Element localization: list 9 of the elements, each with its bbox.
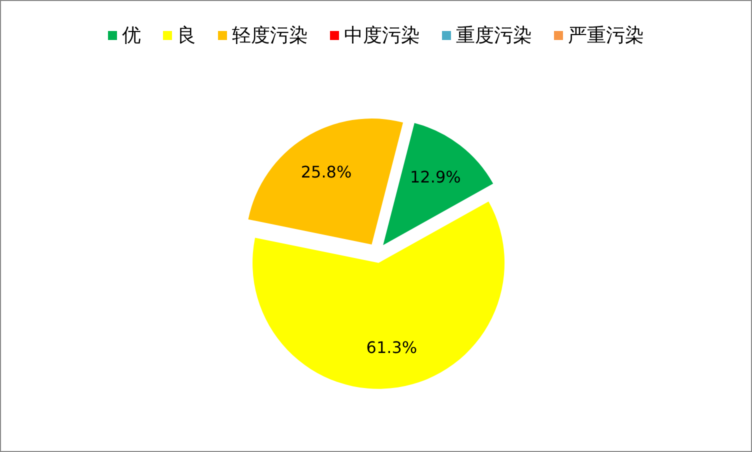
legend-label: 优 bbox=[122, 24, 141, 46]
data-label: 12.9% bbox=[410, 168, 461, 187]
legend-label: 严重污染 bbox=[568, 24, 644, 46]
data-label: 25.8% bbox=[300, 162, 352, 182]
data-label: 61.3% bbox=[366, 338, 418, 358]
legend-label: 轻度污染 bbox=[232, 24, 308, 46]
legend-label: 重度污染 bbox=[456, 24, 532, 46]
legend-label: 中度污染 bbox=[344, 24, 420, 46]
legend-label: 良 bbox=[177, 24, 196, 46]
